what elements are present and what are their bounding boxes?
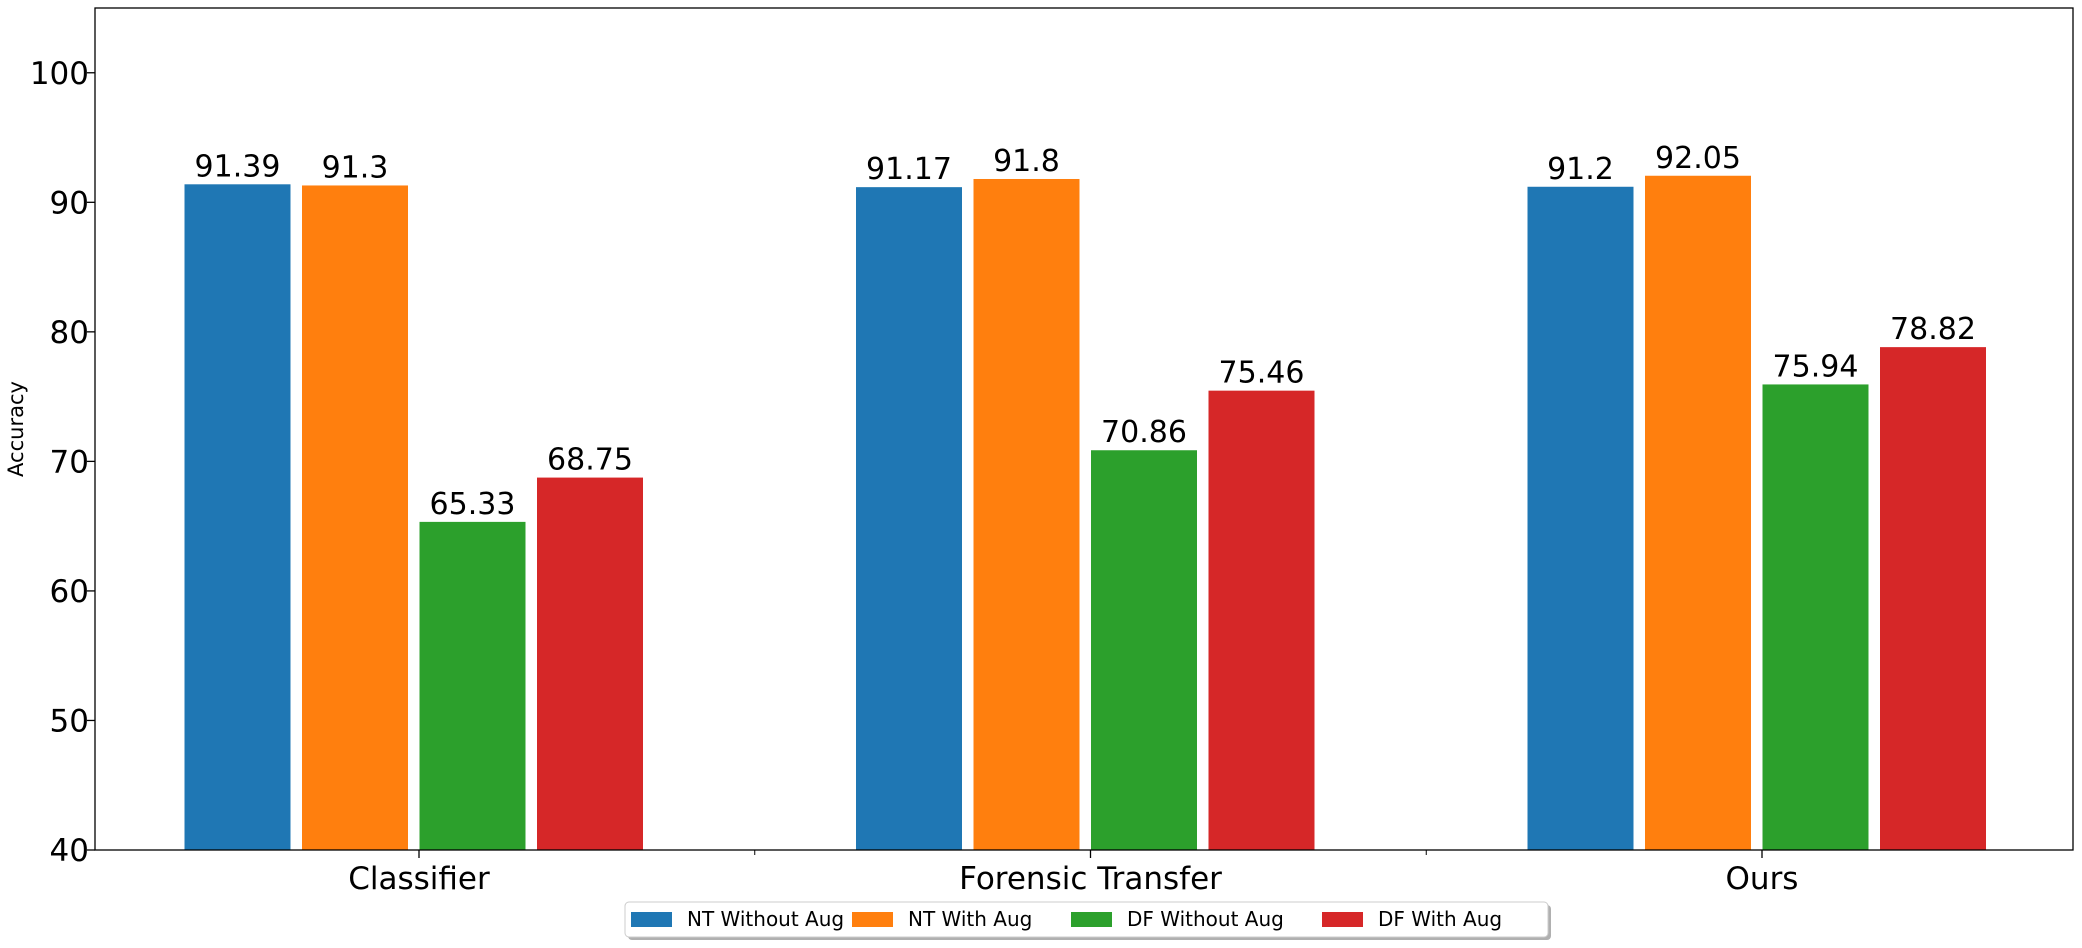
bar-value-label: 75.94: [1773, 349, 1859, 384]
x-tick-label: Classifier: [348, 861, 490, 897]
y-tick-label: 40: [50, 833, 89, 869]
bar-df-with-aug-ours: [1880, 347, 1986, 850]
bar-nt-without-aug-ours: [1527, 186, 1634, 851]
y-tick-label: 70: [50, 444, 89, 480]
x-tick-label: Ours: [1726, 861, 1799, 897]
y-axis-label: Accuracy: [4, 381, 28, 477]
bar-value-label: 75.46: [1219, 356, 1305, 391]
x-axis: Classifier Forensic Transfer Ours: [348, 850, 1798, 897]
y-tick-label: 80: [50, 315, 89, 351]
bar-value-label: 78.82: [1890, 312, 1976, 347]
bar-nt-without-aug-classifier: [184, 184, 291, 850]
legend-label: NT With Aug: [908, 907, 1032, 931]
bar-value-label: 68.75: [547, 443, 633, 478]
data-labels-layer: 91.39 91.17 91.2 91.3 91.8 92.05 65.33 70.86 75.…: [195, 141, 1976, 522]
bar-value-label: 92.05: [1655, 141, 1741, 176]
legend-label: DF Without Aug: [1127, 907, 1284, 931]
legend-swatch: [852, 912, 893, 927]
bar-value-label: 91.17: [866, 152, 952, 187]
legend-label: DF With Aug: [1378, 907, 1502, 931]
y-tick-label: 90: [50, 185, 89, 221]
bar-df-with-aug-classifier: [537, 477, 643, 850]
plot-frame: [94, 7, 2074, 851]
bar-value-label: 91.2: [1547, 152, 1614, 187]
bar-value-label: 91.3: [322, 150, 389, 185]
bar-df-without-aug-ours: [1762, 384, 1869, 850]
legend-swatch: [1071, 912, 1112, 927]
bar-value-label: 91.39: [195, 149, 281, 184]
y-tick-label: 60: [50, 574, 89, 610]
bar-value-label: 70.86: [1101, 415, 1187, 450]
legend-swatch: [1322, 912, 1363, 927]
bar-value-label: 91.8: [993, 144, 1060, 179]
y-axis: 40 50 60 70 80 90 100: [30, 56, 95, 869]
legend-swatch: [631, 912, 672, 927]
y-tick-label: 100: [30, 56, 89, 92]
legend-label: NT Without Aug: [687, 907, 844, 931]
y-tick-label: 50: [50, 703, 89, 739]
legend: NT Without Aug NT With Aug DF Without Aug D…: [624, 901, 1551, 940]
bar-nt-without-aug-forensic-transfer: [856, 187, 962, 851]
bar-value-label: 65.33: [430, 487, 516, 522]
bar-df-with-aug-forensic-transfer: [1208, 390, 1315, 850]
bars-layer: [184, 175, 1986, 851]
x-tick-label: Forensic Transfer: [959, 861, 1222, 897]
bar-nt-with-aug-forensic-transfer: [973, 178, 1080, 850]
bar-nt-with-aug-classifier: [302, 185, 408, 850]
bar-nt-with-aug-ours: [1645, 175, 1751, 850]
bar-df-without-aug-forensic-transfer: [1091, 450, 1197, 850]
bar-df-without-aug-classifier: [419, 521, 526, 850]
